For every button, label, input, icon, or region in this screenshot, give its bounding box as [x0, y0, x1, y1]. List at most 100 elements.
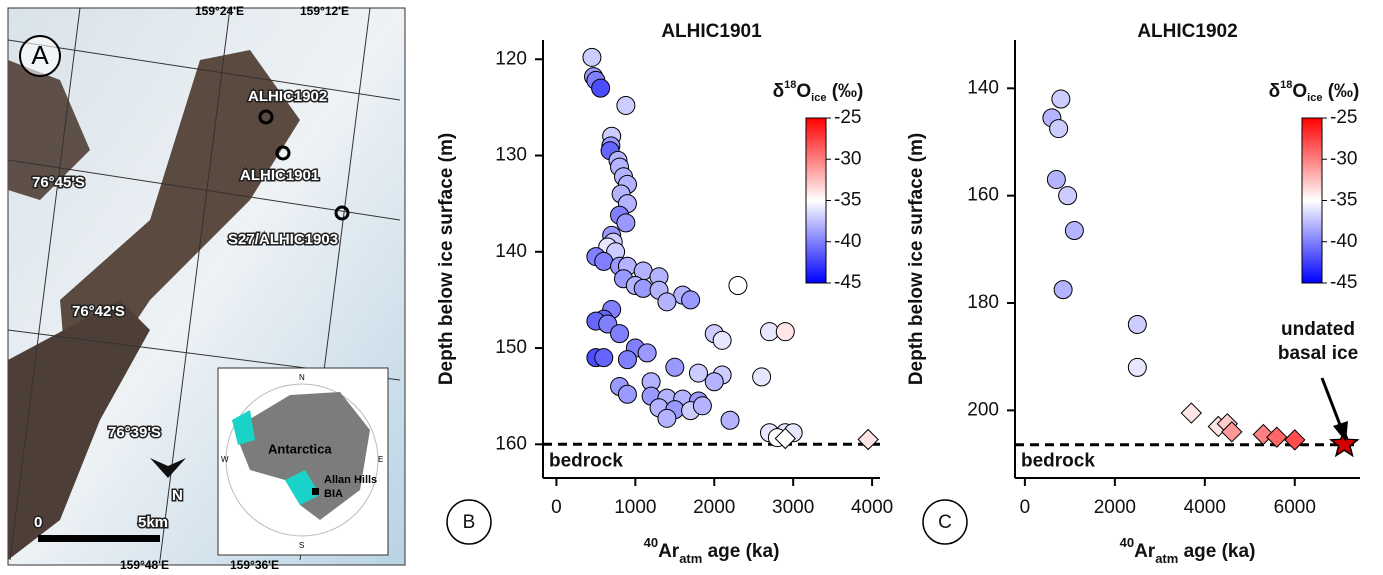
- scale-label: 5km: [138, 514, 168, 531]
- colorbar-tick-label: -35: [834, 190, 861, 211]
- circle-point: [594, 348, 614, 368]
- chart-title: ALHIC1902: [1137, 21, 1237, 42]
- x-tick-label: 6000: [1274, 497, 1316, 518]
- site-box: [312, 488, 319, 495]
- colorbar-tick-label: -30: [834, 148, 861, 169]
- inset-ring: [225, 383, 379, 537]
- label-rest: age (ka): [1178, 541, 1255, 562]
- y-tick-label: 120: [495, 48, 527, 69]
- label-sub: atm: [1155, 551, 1178, 566]
- circle-point: [1064, 221, 1084, 241]
- north-label: N: [172, 487, 183, 504]
- colorbar-tick-label: -25: [834, 107, 861, 128]
- annotation: undated: [1281, 319, 1355, 340]
- colorbar-tick-label: -35: [1330, 190, 1357, 211]
- circle-point: [610, 324, 630, 344]
- circle-point: [1127, 314, 1147, 334]
- circle-point: [692, 396, 712, 416]
- circle-point: [681, 290, 701, 310]
- label-sub: ice: [1307, 92, 1322, 104]
- y-tick-label: 150: [495, 337, 527, 358]
- y-tick-label: 160: [967, 185, 999, 206]
- colorbar-tick-label: -40: [1330, 231, 1357, 252]
- panel-circle: [19, 35, 61, 77]
- y-tick-label: 180: [967, 292, 999, 313]
- circle-point: [616, 95, 636, 115]
- inset-label: BIA: [324, 488, 343, 500]
- colorbar-label: δ18Oice (‰): [1269, 79, 1360, 104]
- circle-point: [1053, 280, 1073, 300]
- x-tick-label: 3000: [772, 497, 814, 518]
- circle-point: [1058, 186, 1078, 206]
- rock: [8, 60, 90, 200]
- lon-label: 159°24'E: [195, 4, 244, 18]
- chart-title: ALHIC1901: [661, 21, 762, 42]
- label-sup: 40: [1120, 535, 1134, 550]
- colorbar-label: δ18Oice (‰): [773, 79, 864, 104]
- circle-point: [657, 408, 677, 428]
- circle-point: [1051, 89, 1071, 109]
- y-axis-label: Depth below ice surface (m): [906, 133, 927, 385]
- compass: E: [378, 455, 383, 464]
- label-main: O: [796, 81, 811, 102]
- compass: W: [221, 455, 229, 464]
- label-sup: 18: [1280, 79, 1292, 91]
- diamond-point: [1252, 423, 1274, 446]
- scale-bar: [38, 535, 160, 542]
- x-tick-label: 0: [551, 497, 562, 518]
- x-tick-label: 4000: [851, 497, 893, 518]
- label-sub: ice: [811, 92, 826, 104]
- panel-label: C: [938, 512, 952, 533]
- compass: S: [299, 541, 304, 550]
- map-panel: A 159°24'E 159°12'E 159°48'E 159°36'E 76…: [7, 4, 406, 572]
- circle-point: [582, 47, 602, 67]
- circle-point: [1046, 170, 1066, 190]
- label-rest: (‰): [826, 81, 863, 102]
- circle-point: [657, 292, 677, 312]
- colorbar-tick-label: -45: [834, 272, 861, 293]
- label-rest: age (ka): [702, 541, 779, 562]
- lat-label: 76°42'S: [72, 303, 125, 320]
- diamond-point: [774, 427, 797, 450]
- diamond-point: [1221, 421, 1243, 443]
- x-axis-label: 40Aratm age (ka): [644, 535, 780, 566]
- site-marker: [258, 109, 274, 125]
- circle-point: [752, 367, 772, 387]
- lat-label: 76°39'S: [108, 424, 161, 441]
- y-tick-label: 140: [967, 77, 999, 98]
- label-sub: atm: [679, 551, 702, 566]
- y-tick-label: 160: [495, 433, 527, 454]
- inset-label: Allan Hills: [324, 474, 377, 486]
- scale-label: 0: [34, 514, 42, 531]
- inset-label: Antarctica: [268, 441, 332, 456]
- y-tick-label: 200: [967, 399, 999, 420]
- circle-point: [1049, 119, 1069, 139]
- circle-point: [637, 343, 657, 363]
- circle-point: [728, 275, 748, 295]
- x-tick-label: 0: [1020, 497, 1031, 518]
- site-marker: [275, 145, 291, 161]
- y-axis-label: Depth below ice surface (m): [436, 133, 457, 385]
- x-tick-label: 4000: [1184, 497, 1226, 518]
- circle-point: [617, 384, 637, 404]
- y-tick-label: 130: [495, 145, 527, 166]
- diamond-point: [1266, 426, 1288, 448]
- circle-point: [591, 78, 611, 98]
- colorbar: [805, 117, 827, 284]
- circle-point: [712, 330, 732, 350]
- colorbar-tick-label: -45: [1330, 272, 1357, 293]
- arrow-head: [1333, 421, 1348, 442]
- label-main: Ar: [658, 541, 680, 562]
- x-tick-label: 2000: [1094, 497, 1136, 518]
- colorbar-tick-label: -30: [1330, 148, 1357, 169]
- panel-circle: [446, 499, 492, 545]
- label-rest: (‰): [1322, 81, 1359, 102]
- north-arrow: [150, 458, 186, 478]
- lon-label: 159°48'E: [120, 558, 169, 572]
- site-label: ALHIC1902: [248, 88, 327, 105]
- label-sup: 40: [644, 535, 658, 550]
- lat-label: 76°45'S: [32, 174, 85, 191]
- lon-label: 159°12'E: [300, 4, 349, 18]
